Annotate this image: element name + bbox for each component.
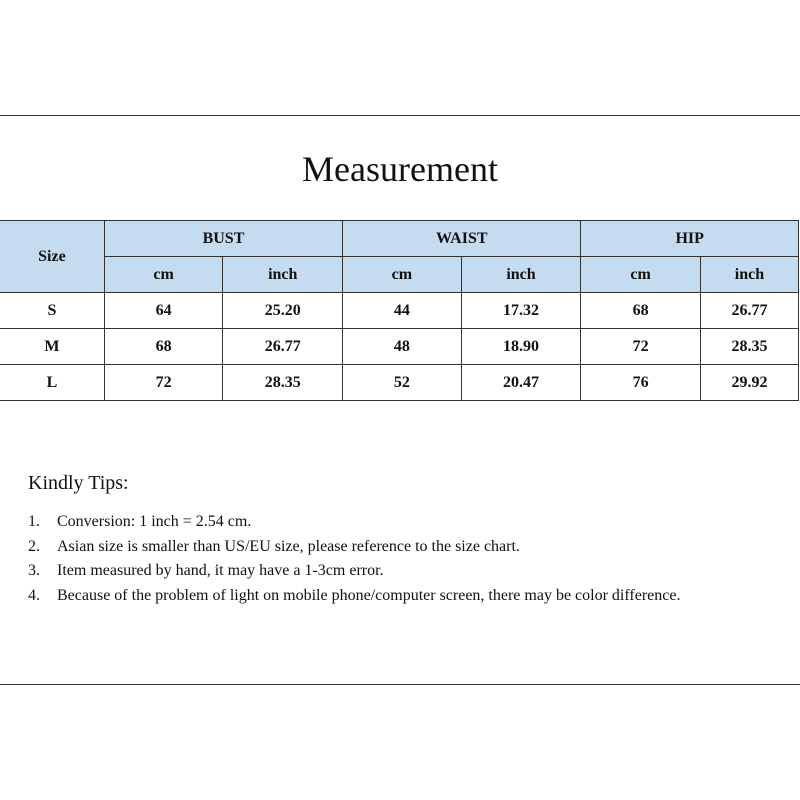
size-cell: S [0, 292, 105, 329]
value-cell: 28.35 [222, 364, 344, 401]
value-cell: 26.77 [222, 328, 344, 365]
tip-text: Asian size is smaller than US/EU size, p… [57, 537, 520, 555]
value-cell: 25.20 [222, 292, 344, 329]
bottom-divider [0, 684, 800, 685]
tips-title: Kindly Tips: [28, 472, 129, 494]
value-cell: 20.47 [460, 364, 582, 401]
tip-item: 3. Item measured by hand, it may have a 1… [28, 559, 708, 584]
table-row: M 68 26.77 48 18.90 72 28.35 [0, 328, 800, 365]
size-header: Size [0, 220, 105, 293]
table-row: L 72 28.35 52 20.47 76 29.92 [0, 364, 800, 401]
tip-text: Because of the problem of light on mobil… [57, 586, 681, 604]
value-cell: 18.90 [460, 328, 582, 365]
value-cell: 44 [342, 292, 462, 329]
group-header-waist: WAIST [342, 220, 582, 257]
tip-number: 4. [28, 586, 40, 604]
value-cell: 29.92 [699, 364, 800, 401]
unit-header: inch [699, 256, 800, 293]
value-cell: 68 [103, 328, 224, 365]
value-cell: 64 [103, 292, 224, 329]
value-cell: 28.35 [699, 328, 800, 365]
value-cell: 48 [342, 328, 462, 365]
tip-number: 1. [28, 513, 40, 530]
group-header-hip: HIP [580, 220, 799, 257]
value-cell: 52 [342, 364, 462, 401]
unit-header: cm [580, 256, 701, 293]
value-cell: 17.32 [460, 292, 582, 329]
tip-item: 2. Asian size is smaller than US/EU size,… [28, 535, 708, 560]
top-divider [0, 115, 800, 116]
tips-list: 1. Conversion: 1 inch = 2.54 cm. 2. Asian s… [28, 510, 708, 608]
page-title: Measurement [302, 149, 498, 189]
value-cell: 72 [103, 364, 224, 401]
size-cell: L [0, 364, 105, 401]
unit-header: inch [222, 256, 344, 293]
unit-header: inch [460, 256, 582, 293]
tip-number: 2. [28, 537, 40, 555]
tip-text: Item measured by hand, it may have a 1-3… [57, 562, 384, 579]
value-cell: 76 [580, 364, 701, 401]
tip-text: Conversion: 1 inch = 2.54 cm. [57, 513, 252, 530]
group-header-bust: BUST [103, 220, 344, 257]
tip-item: 4. Because of the problem of light on mob… [28, 584, 708, 609]
size-cell: M [0, 328, 105, 365]
tip-item: 1. Conversion: 1 inch = 2.54 cm. [28, 510, 708, 535]
value-cell: 68 [580, 292, 701, 329]
value-cell: 26.77 [699, 292, 800, 329]
measurement-table: Size BUST WAIST HIP cm inch cm inch cm inch S… [0, 220, 800, 401]
tip-number: 3. [28, 562, 40, 579]
table-row: S 64 25.20 44 17.32 68 26.77 [0, 292, 800, 329]
unit-header: cm [342, 256, 462, 293]
value-cell: 72 [580, 328, 701, 365]
unit-header: cm [103, 256, 224, 293]
